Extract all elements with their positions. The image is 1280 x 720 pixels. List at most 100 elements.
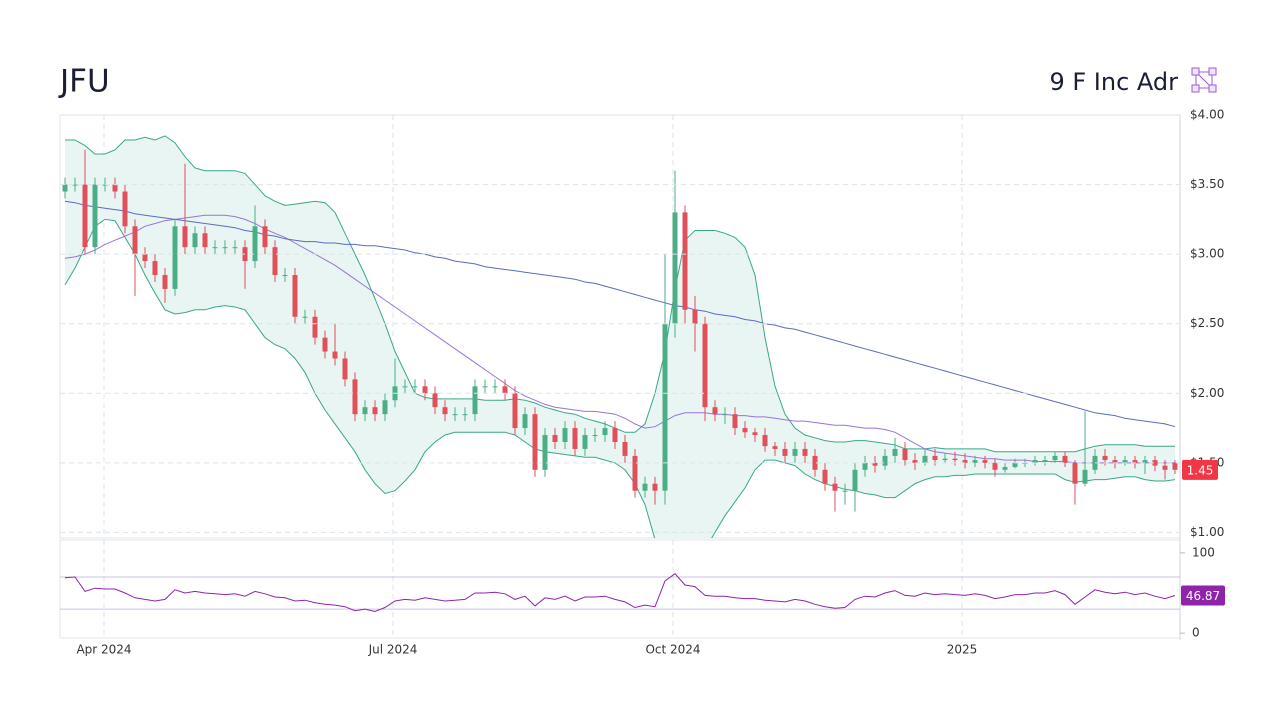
candle-body bbox=[1062, 455, 1068, 463]
candle-body bbox=[842, 490, 848, 492]
candle-body bbox=[702, 323, 708, 408]
candle-body bbox=[292, 275, 298, 317]
candle-body bbox=[72, 184, 78, 186]
company-name: 9 F Inc Adr bbox=[1049, 68, 1178, 96]
band-fill bbox=[65, 135, 1175, 538]
candle-body bbox=[322, 337, 328, 352]
candle-body bbox=[602, 428, 608, 436]
candle-body bbox=[1082, 469, 1088, 484]
candle-body bbox=[812, 455, 818, 470]
y-tick-label: $2.50 bbox=[1190, 316, 1224, 330]
candle-body bbox=[962, 460, 968, 463]
candle-body bbox=[772, 446, 778, 449]
candle-body bbox=[542, 435, 548, 470]
indicator-line bbox=[64, 218, 1176, 538]
candle-body bbox=[872, 462, 878, 466]
last-value-label: 46.87 bbox=[1186, 589, 1220, 603]
candle-body bbox=[802, 448, 808, 456]
candle-body bbox=[862, 462, 868, 470]
candle-body bbox=[302, 316, 308, 318]
candle-body bbox=[1012, 462, 1018, 468]
candle-body bbox=[672, 212, 678, 324]
candle-body bbox=[122, 191, 128, 227]
rsi-panel bbox=[59, 539, 1181, 639]
x-tick-label: Jul 2024 bbox=[368, 643, 418, 657]
candle-body bbox=[432, 393, 438, 408]
candle-body bbox=[942, 458, 948, 461]
candle-body bbox=[692, 309, 698, 324]
candle-body bbox=[982, 460, 988, 463]
candle-body bbox=[62, 184, 68, 192]
candle-body bbox=[132, 226, 138, 255]
candle-body bbox=[262, 226, 268, 248]
candle-body bbox=[972, 460, 978, 463]
candle-body bbox=[402, 386, 408, 388]
candle-body bbox=[832, 483, 838, 491]
candle-body bbox=[712, 407, 718, 415]
candle-body bbox=[442, 407, 448, 415]
plot-area bbox=[60, 573, 1180, 613]
candle-body bbox=[142, 254, 148, 262]
candle-body bbox=[1172, 462, 1178, 470]
candle-body bbox=[632, 455, 638, 491]
y-tick-label: $4.00 bbox=[1190, 108, 1224, 122]
candle-body bbox=[532, 414, 538, 470]
candle-body bbox=[92, 184, 98, 248]
candle-body bbox=[462, 414, 468, 416]
y-tick-label: $3.50 bbox=[1190, 177, 1224, 191]
candle-body bbox=[232, 247, 238, 249]
candle-body bbox=[1112, 460, 1118, 463]
plot-area bbox=[62, 135, 1178, 538]
candle-body bbox=[172, 226, 178, 289]
candle-body bbox=[492, 386, 498, 388]
candle-body bbox=[272, 247, 278, 276]
candle-body bbox=[912, 460, 918, 463]
ticker-title: JFU bbox=[58, 64, 110, 100]
candle-body bbox=[792, 448, 798, 456]
indicator-line bbox=[64, 200, 1176, 428]
candle-body bbox=[412, 386, 418, 388]
candle-body bbox=[592, 435, 598, 437]
candle-body bbox=[422, 386, 428, 394]
rsi-line bbox=[64, 573, 1176, 613]
candle-body bbox=[332, 351, 338, 359]
candle-body bbox=[552, 435, 558, 442]
last-price-box bbox=[1182, 459, 1218, 480]
candle-body bbox=[662, 323, 668, 491]
candle-body bbox=[642, 483, 648, 491]
y-tick-label: 100 bbox=[1192, 545, 1215, 559]
candle-body bbox=[732, 414, 738, 429]
candle-body bbox=[372, 407, 378, 415]
candle-body bbox=[252, 226, 258, 262]
last-value-box bbox=[1181, 585, 1225, 606]
candle-body bbox=[502, 386, 508, 394]
candle-body bbox=[1032, 460, 1038, 463]
candle-body bbox=[752, 432, 758, 436]
candle-body bbox=[742, 428, 748, 433]
candle-body bbox=[612, 428, 618, 442]
last-price-label: 1.45 bbox=[1187, 463, 1214, 477]
candle-body bbox=[222, 247, 228, 249]
candle-body bbox=[922, 455, 928, 463]
candle-body bbox=[822, 469, 828, 484]
candle-body bbox=[1102, 455, 1108, 461]
candle-body bbox=[682, 212, 688, 310]
candle-body bbox=[622, 441, 628, 456]
x-tick-label: 2025 bbox=[947, 643, 978, 657]
candle-body bbox=[562, 428, 568, 442]
candle-body bbox=[112, 184, 118, 192]
y-tick-label: $3.00 bbox=[1190, 247, 1224, 261]
candle-body bbox=[1122, 460, 1128, 463]
candle-body bbox=[722, 414, 728, 416]
candle-body bbox=[192, 233, 198, 248]
candle-body bbox=[162, 275, 168, 289]
settings-icon[interactable] bbox=[1191, 67, 1217, 93]
x-tick-label: Oct 2024 bbox=[645, 643, 700, 657]
indicator-line bbox=[65, 135, 1175, 453]
candle-body bbox=[652, 483, 658, 491]
candle-body bbox=[362, 407, 368, 415]
candle-body bbox=[512, 393, 518, 429]
candle-body bbox=[932, 455, 938, 461]
